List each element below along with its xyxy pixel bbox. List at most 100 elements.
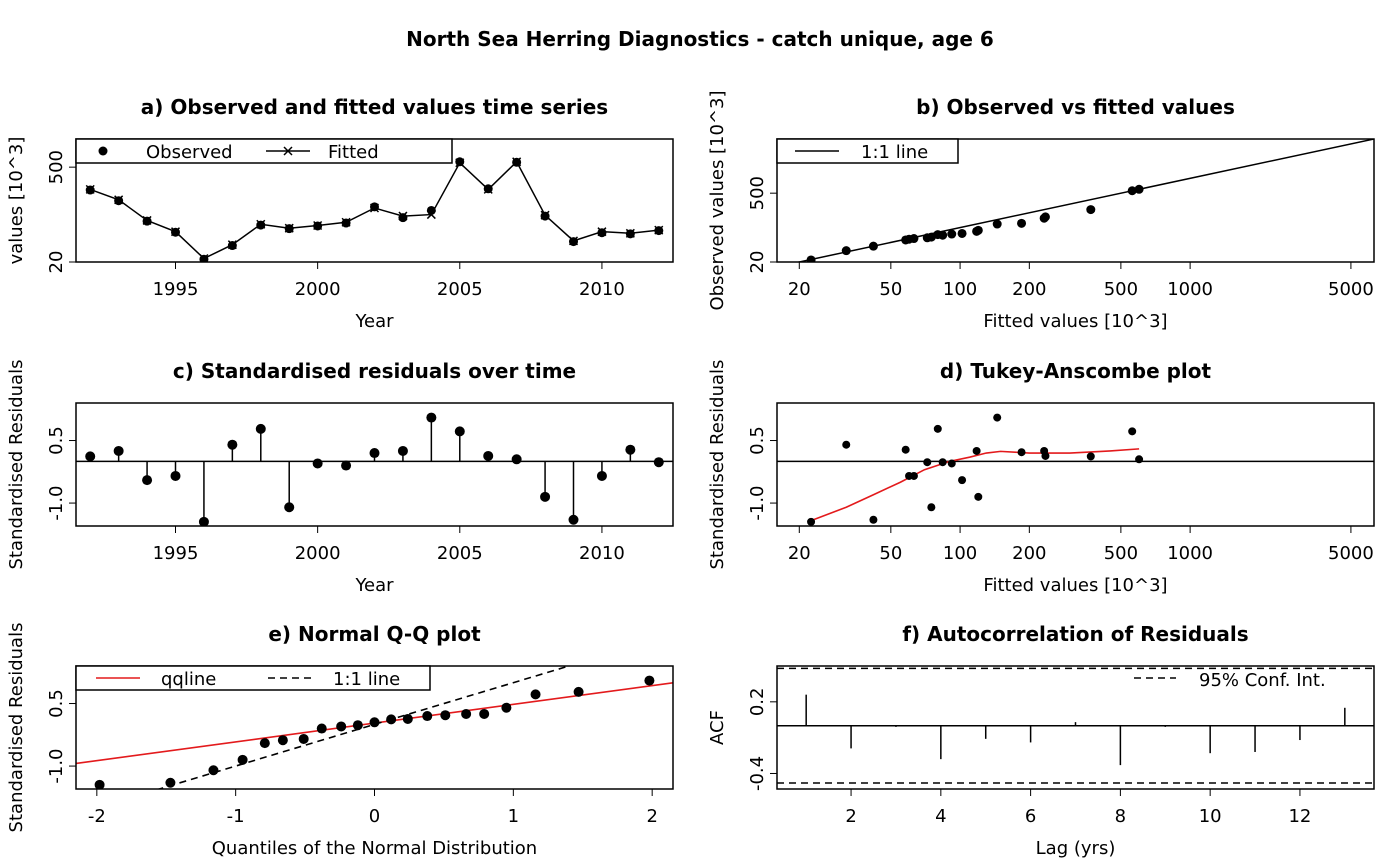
- panel-title: f) Autocorrelation of Residuals: [902, 622, 1248, 646]
- fitted-point: [142, 215, 152, 225]
- residual-point: [511, 454, 522, 465]
- residual-point: [85, 451, 96, 462]
- x-tick-label: 5000: [1328, 279, 1374, 300]
- x-tick-label: 10: [1199, 806, 1222, 827]
- residual-point: [227, 439, 238, 450]
- loess-smooth-line: [810, 448, 1140, 522]
- legend-fitted-symbol: [283, 146, 293, 156]
- legend-label: Observed: [146, 142, 233, 163]
- residual-point: [483, 450, 494, 461]
- y-tick-label: -0.4: [747, 756, 768, 791]
- qq-point: [573, 686, 584, 697]
- data-point: [974, 492, 983, 501]
- data-point: [869, 515, 878, 524]
- legend-box: [75, 138, 453, 164]
- legend-label: 1:1 line: [861, 142, 928, 163]
- plot-area: [777, 413, 1374, 526]
- plot-area: [777, 667, 1374, 784]
- x-axis-label: Lag (yrs): [1036, 838, 1116, 859]
- legend: 95% Conf. Int.: [1134, 670, 1326, 691]
- x-axis-label: Year: [354, 311, 394, 332]
- residual-point: [312, 458, 323, 469]
- x-tick-label: 100: [943, 543, 977, 564]
- data-point: [841, 246, 851, 256]
- qq-point: [336, 721, 347, 732]
- x-tick-label: 50: [879, 279, 902, 300]
- observed-point: [597, 228, 607, 238]
- residual-point: [113, 445, 124, 456]
- x-tick-label: 500: [1104, 279, 1138, 300]
- x-tick-label: 2005: [437, 279, 483, 300]
- fitted-point: [426, 210, 436, 220]
- y-tick-label: 0.5: [747, 426, 768, 455]
- residual-point: [369, 448, 380, 459]
- qq-point: [402, 713, 413, 724]
- y-axis-label: Standardised Residuals: [707, 360, 728, 570]
- fitted-point: [568, 236, 579, 246]
- residual-point: [255, 423, 266, 434]
- plot-area: [76, 666, 673, 789]
- data-point: [1134, 184, 1144, 194]
- x-tick-label: 2000: [295, 543, 341, 564]
- y-tick-label: 500: [46, 150, 67, 184]
- panel-f: f) Autocorrelation of Residuals Lag (yrs)…: [707, 622, 1375, 859]
- fitted-point: [597, 227, 607, 237]
- x-axis-label: Fitted values [10^3]: [983, 575, 1167, 596]
- data-point: [957, 228, 967, 238]
- data-point: [938, 458, 947, 467]
- x-tick-label: 200: [1012, 543, 1046, 564]
- fitted-point: [512, 157, 522, 167]
- data-point: [923, 458, 932, 467]
- legend-box: [776, 138, 959, 164]
- qq-point: [277, 735, 288, 746]
- plot-frame: [776, 402, 1375, 527]
- legend-label: 1:1 line: [333, 669, 400, 690]
- data-point: [947, 229, 957, 239]
- fitted-point: [114, 195, 124, 205]
- y-axis-label: values [10^3]: [6, 137, 27, 265]
- fitted-point: [398, 211, 408, 221]
- qq-point: [352, 720, 363, 731]
- x-tick-label: 100: [943, 279, 977, 300]
- panel-e: e) Normal Q-Q plot Quantiles of the Norma…: [6, 622, 674, 859]
- data-point: [947, 459, 956, 468]
- x-tick-label: 2010: [579, 543, 625, 564]
- residual-point: [454, 426, 465, 437]
- y-tick-label: -1.0: [46, 749, 67, 784]
- legend: 1:1 line: [776, 138, 959, 164]
- qq-point: [440, 710, 451, 721]
- panel-c: c) Standardised residuals over time Year S…: [6, 359, 674, 596]
- x-tick-label: 2010: [579, 279, 625, 300]
- fitted-point: [540, 210, 550, 220]
- qq-point: [94, 779, 105, 789]
- residual-point: [341, 460, 352, 471]
- fitted-point: [341, 217, 351, 227]
- x-tick-label: 8: [1115, 806, 1126, 827]
- data-point: [909, 234, 919, 244]
- data-point: [938, 230, 948, 240]
- x-tick-label: 2000: [295, 279, 341, 300]
- fitted-point: [313, 220, 323, 231]
- y-tick-label: 500: [747, 176, 768, 210]
- residual-point: [170, 470, 181, 481]
- data-point: [973, 225, 983, 235]
- data-point: [1040, 212, 1050, 222]
- fitted-point: [170, 227, 181, 237]
- qq-point: [479, 708, 490, 719]
- data-point: [972, 446, 981, 455]
- residual-point: [198, 516, 209, 526]
- qq-point: [461, 708, 472, 719]
- residual-point: [653, 457, 664, 468]
- y-tick-label: 0.5: [46, 426, 67, 455]
- main-title: North Sea Herring Diagnostics - catch un…: [406, 27, 994, 51]
- x-axis-label: Fitted values [10^3]: [983, 311, 1167, 332]
- residual-point: [540, 491, 551, 502]
- data-point: [901, 445, 910, 454]
- x-tick-label: 2005: [437, 543, 483, 564]
- data-point: [958, 476, 967, 485]
- y-axis-label: Standardised Residuals: [6, 360, 27, 570]
- y-axis-label: Standardised Residuals: [6, 623, 27, 833]
- panel-d: d) Tukey-Anscombe plot Fitted values [10^…: [707, 359, 1375, 596]
- fitted-point: [284, 223, 294, 233]
- legend-observed-symbol: [98, 146, 108, 156]
